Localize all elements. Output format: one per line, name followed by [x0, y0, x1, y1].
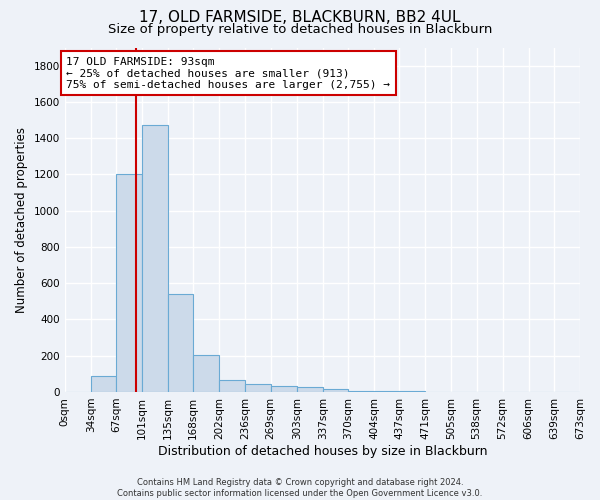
- Text: Size of property relative to detached houses in Blackburn: Size of property relative to detached ho…: [108, 22, 492, 36]
- Bar: [91, 376, 116, 392]
- Bar: [116, 174, 142, 392]
- Bar: [374, 391, 399, 392]
- Bar: [142, 126, 168, 392]
- Bar: [220, 380, 245, 392]
- Bar: [245, 384, 271, 392]
- Bar: [168, 294, 193, 392]
- Bar: [348, 390, 374, 392]
- Bar: [271, 386, 296, 392]
- Bar: [296, 387, 323, 392]
- Text: 17, OLD FARMSIDE, BLACKBURN, BB2 4UL: 17, OLD FARMSIDE, BLACKBURN, BB2 4UL: [139, 10, 461, 25]
- Text: Contains HM Land Registry data © Crown copyright and database right 2024.
Contai: Contains HM Land Registry data © Crown c…: [118, 478, 482, 498]
- X-axis label: Distribution of detached houses by size in Blackburn: Distribution of detached houses by size …: [158, 444, 487, 458]
- Bar: [193, 355, 220, 392]
- Text: 17 OLD FARMSIDE: 93sqm
← 25% of detached houses are smaller (913)
75% of semi-de: 17 OLD FARMSIDE: 93sqm ← 25% of detached…: [66, 56, 390, 90]
- Bar: [323, 389, 348, 392]
- Y-axis label: Number of detached properties: Number of detached properties: [15, 126, 28, 312]
